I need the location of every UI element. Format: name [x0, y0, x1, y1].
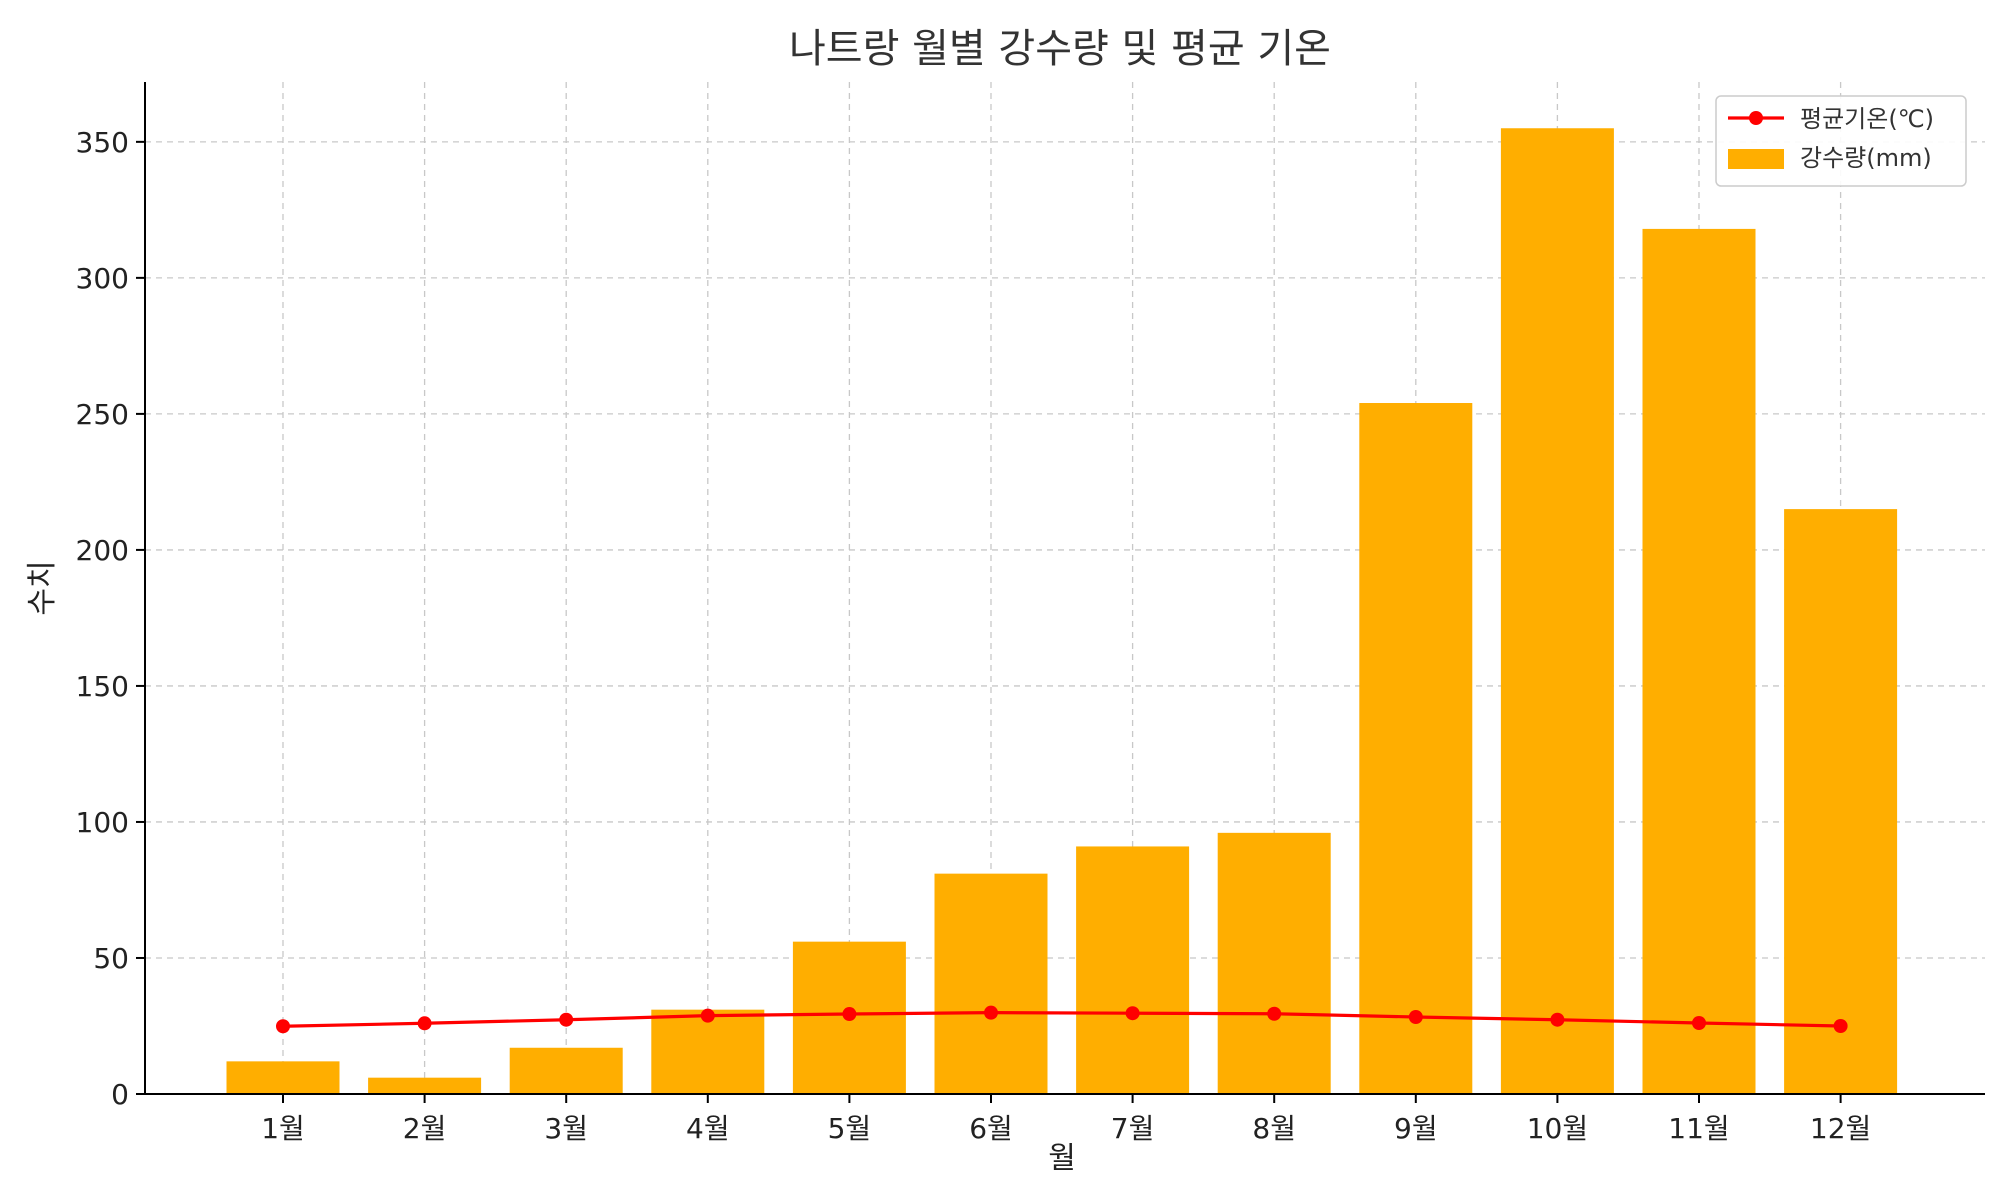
- legend-line-marker: [1749, 111, 1763, 125]
- legend-bar-swatch: [1728, 149, 1784, 169]
- bar: [1217, 832, 1331, 1094]
- temperature-line: [282, 1011, 1841, 1028]
- x-axis-label: 월: [1048, 1141, 1076, 1176]
- line-point: [276, 1019, 290, 1034]
- bar: [1642, 228, 1756, 1095]
- x-tick-label: 5월: [828, 1112, 872, 1145]
- line-point: [1692, 1015, 1706, 1030]
- legend-label-temperature: 평균기온(℃): [1800, 105, 1934, 133]
- line-point: [1833, 1018, 1848, 1033]
- axes: [144, 82, 1985, 1095]
- y-tick-label: 0: [111, 1078, 129, 1111]
- line-point: [559, 1012, 574, 1027]
- bar: [368, 1077, 482, 1094]
- y-tick-label: 200: [76, 534, 129, 567]
- y-axis-label: 수치: [25, 560, 60, 615]
- bar: [509, 1047, 623, 1094]
- x-tick-label: 8월: [1252, 1112, 1296, 1145]
- line-point: [417, 1016, 432, 1031]
- x-tick-label: 4월: [686, 1112, 730, 1145]
- line-point: [984, 1005, 998, 1020]
- y-tick-label: 100: [76, 806, 129, 839]
- chart-title: 나트랑 월별 강수량 및 평균 기온: [789, 26, 1331, 72]
- x-tick-label: 2월: [403, 1112, 447, 1145]
- y-tick-label: 150: [76, 670, 129, 703]
- x-tick-label: 1월: [261, 1112, 305, 1145]
- bar-series: [226, 128, 1898, 1095]
- line-point: [1550, 1012, 1565, 1027]
- x-tick-label: 9월: [1394, 1112, 1438, 1145]
- x-tick-label: 3월: [544, 1112, 588, 1145]
- bar: [1076, 846, 1190, 1094]
- legend: 평균기온(℃) 강수량(mm): [1715, 95, 1967, 187]
- bar: [1359, 403, 1473, 1094]
- line-point: [700, 1008, 715, 1023]
- tick-labels: 0 50 100 150 200 250 300 350 1월 2월 3월 4월 5월 6월 7월 8월 9월 1…: [76, 126, 1872, 1145]
- x-tick-label: 6월: [969, 1112, 1013, 1145]
- legend-label-precipitation: 강수량(mm): [1800, 144, 1932, 172]
- bar: [651, 1009, 765, 1094]
- line-point: [1267, 1006, 1282, 1021]
- y-tick-label: 350: [76, 126, 129, 159]
- bar: [226, 1061, 340, 1094]
- y-tick-label: 50: [93, 942, 129, 975]
- line-point: [842, 1007, 857, 1022]
- line-point: [1408, 1010, 1423, 1025]
- bar: [934, 873, 1048, 1094]
- y-tick-label: 300: [76, 262, 129, 295]
- y-tick-label: 250: [76, 398, 129, 431]
- bar: [1784, 509, 1898, 1094]
- line-series: [276, 1005, 1848, 1034]
- x-tick-label: 11월: [1668, 1112, 1729, 1145]
- x-tick-label: 12월: [1810, 1112, 1871, 1145]
- x-tick-label: 10월: [1527, 1112, 1588, 1145]
- line-point: [1125, 1006, 1140, 1021]
- x-tick-label: 7월: [1111, 1112, 1155, 1145]
- bar: [1500, 128, 1614, 1094]
